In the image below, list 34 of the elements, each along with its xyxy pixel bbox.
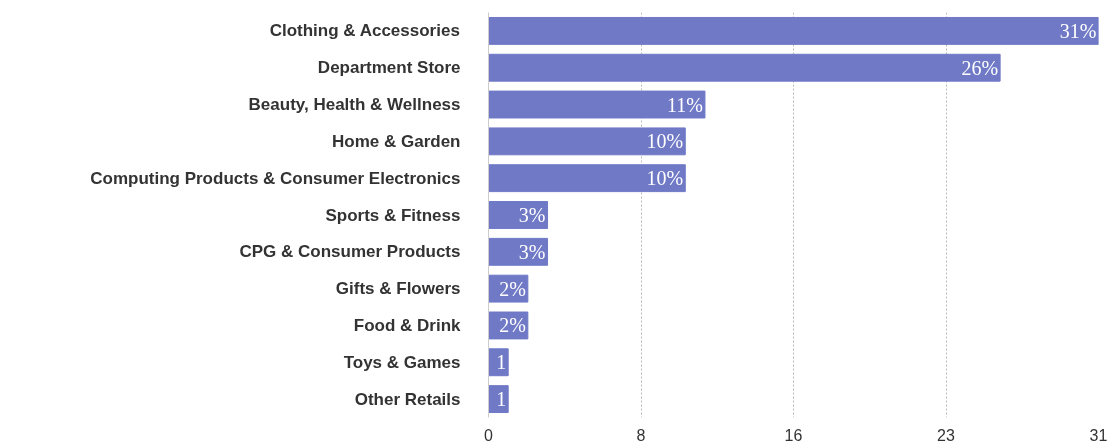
y-tick-label: Toys & Games	[343, 352, 461, 372]
data-label: 31%	[1059, 19, 1097, 42]
data-label: 2%	[499, 314, 526, 337]
data-label: 3%	[518, 204, 546, 226]
data-label: 26%	[961, 56, 999, 79]
x-tick-label: 0	[484, 426, 494, 444]
x-tick-label: 8	[636, 426, 646, 444]
bar	[488, 53, 1001, 82]
bar	[488, 127, 686, 156]
y-tick-label: CPG & Consumer Products	[239, 242, 461, 262]
y-tick-label: Gifts & Flowers	[335, 279, 461, 299]
data-label: 10%	[646, 167, 684, 190]
x-tick-label: 31	[1089, 426, 1108, 444]
x-tick-label: 16	[784, 426, 803, 444]
bar	[488, 348, 509, 377]
data-label: 10%	[646, 130, 684, 153]
y-tick-label: Food & Drink	[353, 315, 462, 335]
data-label: 2%	[499, 277, 526, 300]
y-tick-label: Department Store	[317, 58, 461, 78]
data-label: 1	[496, 388, 507, 411]
bar	[488, 164, 686, 193]
bar	[488, 16, 1099, 45]
y-tick-label: Other Retails	[354, 389, 461, 409]
data-label: 1	[496, 351, 507, 374]
bar	[488, 90, 706, 119]
x-tick-label: 23	[937, 426, 955, 444]
y-tick-label: Clothing & Accessories	[269, 21, 460, 41]
y-tick-label: Home & Garden	[332, 131, 461, 151]
bar	[488, 385, 509, 414]
data-label: 11%	[667, 93, 703, 116]
y-tick-label: Beauty, Health & Wellness	[248, 95, 461, 115]
y-tick-label: Computing Products & Consumer Electronics	[90, 168, 461, 188]
data-label: 3%	[518, 240, 546, 263]
y-tick-label: Sports & Fitness	[325, 205, 461, 225]
